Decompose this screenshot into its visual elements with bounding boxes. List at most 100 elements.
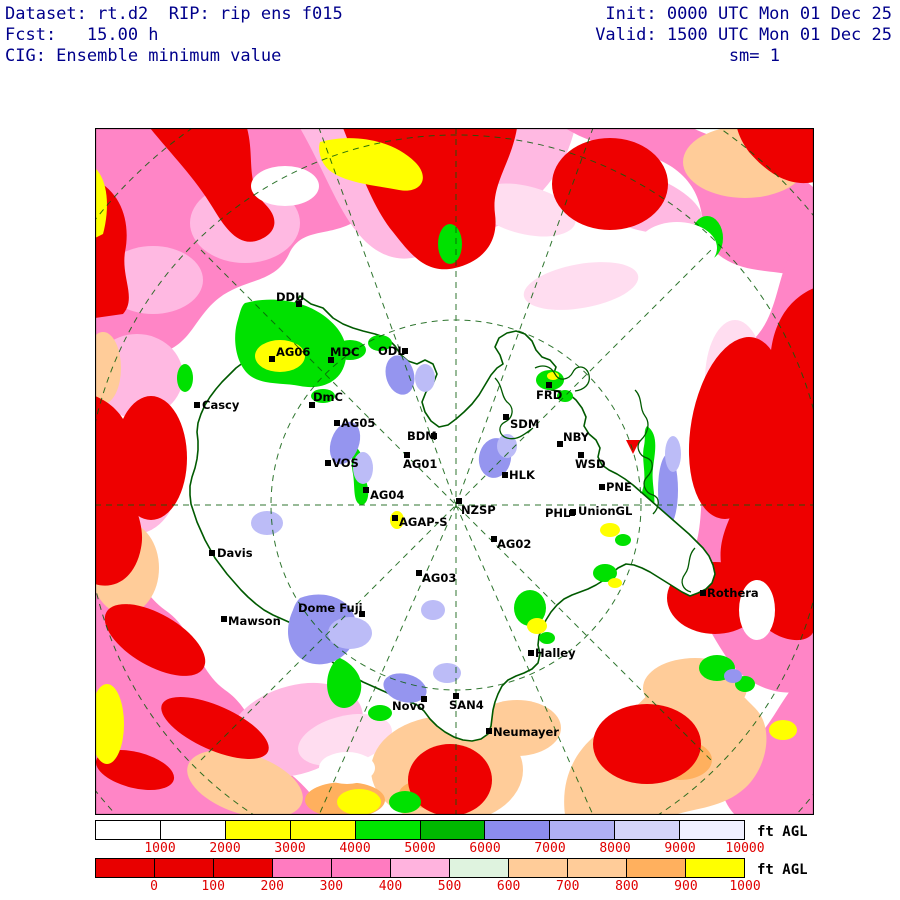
station-dot [502,472,508,478]
station-label: Rothera [707,586,759,600]
colorbar-segment [290,821,356,839]
colorbar-tick-label: 8000 [599,841,631,856]
colorbar-tick-label: 9000 [664,841,696,856]
init-line: Init: 0000 UTC Mon 01 Dec 25 [605,4,892,24]
station-dot [334,420,340,426]
station-label: UnionGL [578,504,633,518]
map-plot: DDU AG06 MDC ODL Cascy DmC AG05 BDM SDM FRD NBY VOS… [95,128,814,815]
station-label: PHL [545,506,571,520]
fcst-line: Fcst: 15.00 h [5,25,159,45]
colorbar-segment [273,859,332,877]
station-label: BDM [407,429,437,443]
station-label: Halley [535,646,576,660]
colorbar-1-tick-labels: 1000 2000 3000 4000 5000 6000 7000 8000 9000 1000… [95,841,775,857]
station-label: Dome Fuji [298,601,363,615]
station-label: ODL [378,344,405,358]
station-dot [491,536,497,542]
colorbar-segment [391,859,450,877]
colorbar-tick-label: 900 [674,879,698,894]
station-label: Novo [392,699,425,713]
station-dot [431,433,437,439]
colorbar-2: 0 100 200 300 400 500 600 700 800 900 1000 ft AGL [95,858,875,896]
colorbar-segment [627,859,686,877]
station-dot [599,484,605,490]
colorbar-segment [680,821,745,839]
colorbar-tick-label: 500 [437,879,462,894]
station-label: DDU [276,290,304,304]
colorbar-tick-label: 0 [150,879,158,894]
colorbar-segment [225,821,291,839]
graticule [95,128,814,815]
colorbar-segment [155,859,214,877]
station-dot [546,382,552,388]
station-dot [578,452,584,458]
station-dot [503,414,509,420]
station-label: HLK [509,468,536,482]
colorbar-tick-label: 5000 [404,841,436,856]
colorbar-segment [485,821,551,839]
colorbar-tick-label: 800 [615,879,639,894]
station-label: AG03 [422,571,456,585]
station-dot [456,498,462,504]
station-label: NBY [563,430,590,444]
colorbar-segment [96,859,155,877]
station-dot [557,441,563,447]
map-frame [95,128,814,815]
colorbar-1-unit-label: ft AGL [757,824,808,840]
station-dot [486,728,492,734]
colorbar-tick-label: 300 [319,879,344,894]
colorbar-tick-label: 200 [260,879,285,894]
station-dot [453,693,459,699]
station-label: AG02 [497,537,531,551]
sm-line: sm= 1 [728,46,780,66]
colorbar-1-swatches [95,820,745,840]
colorbar-tick-label: 6000 [469,841,501,856]
field-ocean [95,128,814,815]
station-dot [528,650,534,656]
map-canvas: DDU AG06 MDC ODL Cascy DmC AG05 BDM SDM FRD NBY VOS… [95,128,814,815]
station-dot [309,402,315,408]
colorbar-segment [568,859,627,877]
colorbar-segment [420,821,486,839]
colorbar-tick-label: 7000 [534,841,566,856]
header-right: Init: 0000 UTC Mon 01 Dec 25 Valid: 1500… [595,4,892,67]
colorbar-tick-label: 4000 [339,841,371,856]
station-label: NZSP [461,503,496,517]
station-dot [416,570,422,576]
colorbar-segment [96,821,161,839]
station-label: Neumayer [493,725,559,739]
station-dot [221,616,227,622]
station-label: Mawson [228,614,281,628]
colorbar-segment [509,859,568,877]
station-dot [296,301,302,307]
colorbar-segment [332,859,391,877]
station-label: VOS [332,456,359,470]
station-label: SDM [510,417,539,431]
colorbar-tick-label: 1000 [729,879,761,894]
colorbar-segment [686,859,744,877]
station-label: WSD [575,457,606,471]
colorbar-tick-label: 2000 [209,841,241,856]
valid-line: Valid: 1500 UTC Mon 01 Dec 25 [595,25,892,45]
colorbar-tick-label: 700 [555,879,580,894]
station-label: SAN4 [449,698,484,712]
station-dot [363,487,369,493]
colorbar-tick-label: 3000 [274,841,306,856]
station-dot [404,452,410,458]
station-label: MDC [330,345,359,359]
station-dot [269,356,275,362]
station-dot [194,402,200,408]
station-label: AG05 [341,416,375,430]
station-dot [325,460,331,466]
station-dot [700,590,706,596]
colorbar-segment [160,821,226,839]
station-dot [421,696,427,702]
colorbar-tick-label: 1000 [144,841,176,856]
colorbar-tick-label: 10000 [725,841,765,856]
colorbar-segment [214,859,273,877]
cig-line: CIG: Ensemble minimum value [5,46,282,66]
station-label: AG06 [276,345,310,359]
colorbar-tick-label: 100 [201,879,225,894]
colorbar-segment [550,821,616,839]
